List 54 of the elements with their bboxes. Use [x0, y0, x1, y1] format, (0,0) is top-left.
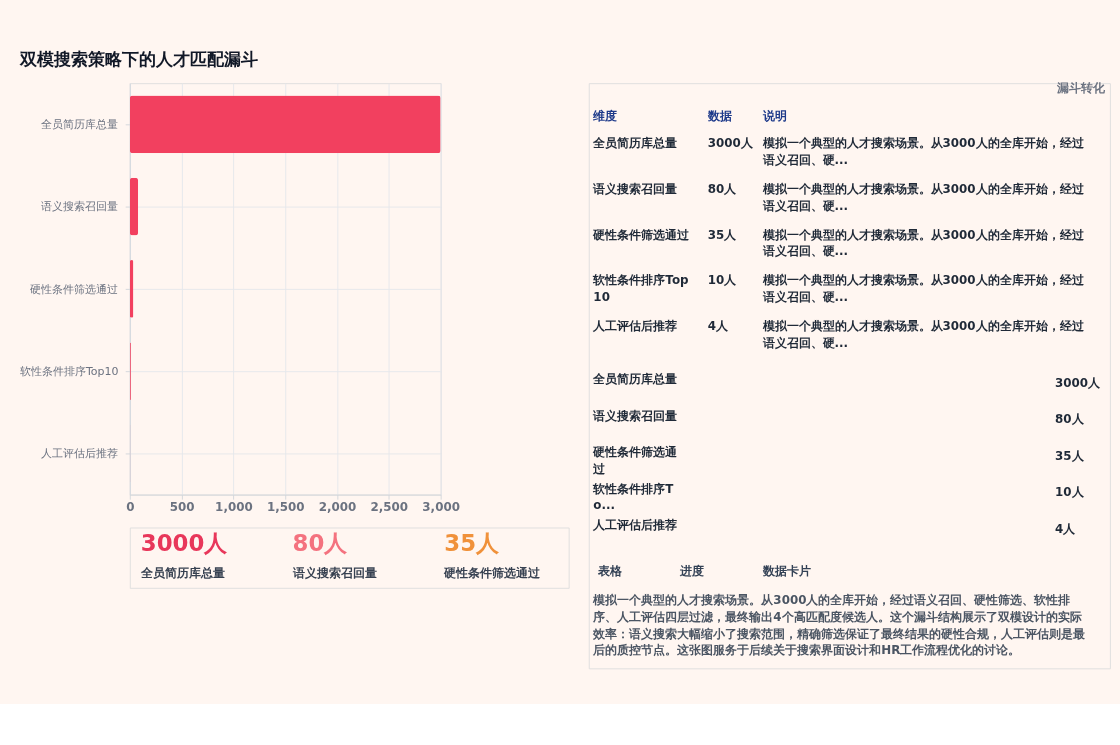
text: 35人 — [707, 227, 738, 242]
text: 人工评估后推荐 — [592, 518, 678, 533]
text: 80人 — [292, 530, 349, 557]
text: 3000人 — [140, 530, 229, 557]
x-tick-label: 1,500 — [266, 499, 305, 514]
text: 漏斗转化 — [1056, 81, 1107, 96]
x-tick-label: 3,000 — [422, 499, 460, 514]
text: 4人 — [1055, 522, 1077, 537]
text: 语义搜索召回量 — [592, 181, 678, 196]
chart-title: 双模搜索策略下的人才匹配漏斗 — [18, 48, 258, 69]
y-tick-label: 硬性条件筛选通过 — [30, 282, 119, 296]
x-tick-label: 1,000 — [215, 499, 253, 514]
x-tick-label: 2,500 — [370, 499, 409, 514]
y-tick-label: 人工评估后推荐 — [41, 447, 119, 461]
text: 软性条件排序Top10 — [592, 273, 689, 304]
x-tick-label: 0 — [126, 499, 135, 514]
text: 进度 — [679, 564, 705, 579]
text: 模拟一个典型的人才搜索场景。从3000人的全库开始，经过语义召回、硬... — [761, 227, 1085, 259]
x-tick-label: 2,000 — [318, 499, 357, 514]
text: 10人 — [1055, 485, 1085, 500]
text: 人工评估后推荐 — [592, 319, 678, 334]
text: 80人 — [1055, 412, 1085, 427]
text: 模拟一个典型的人才搜索场景。从3000人的全库开始，经过语义召回、硬... — [761, 273, 1085, 304]
text: 全员简历库总量 — [592, 372, 678, 387]
text: 模拟一个典型的人才搜索场景。从3000人的全库开始，经过语义召回、硬... — [761, 181, 1085, 213]
text: 语义搜索召回量 — [592, 408, 678, 423]
text: 表格 — [596, 564, 623, 579]
text: 数据卡片 — [761, 564, 811, 579]
text: 语义搜索召回量 — [291, 565, 377, 580]
text: 模拟一个典型的人才搜索场景。从3000人的全库开始，经过语义召回、硬性筛选、软性排序、人工评估四层过滤，最终输出4个高匹配度候选人。这个漏斗结构展示了双模设计的实际效率：语义搜索大幅缩小了搜索范围，精确筛选保证了最终结果的硬性合规，人工评估则是最后的质控节点。这张图服务于后续关于搜索界面设计和HR工作流程优化的讨论。 — [592, 593, 1086, 658]
text: 35人 — [444, 530, 501, 557]
y-tick-label: 全员简历库总量 — [41, 118, 119, 131]
bar — [129, 177, 139, 236]
text: 软性条件排序To... — [592, 481, 675, 513]
text: 硬性条件筛选通过 — [592, 445, 679, 476]
text: 维度 — [592, 108, 618, 123]
text: 3000人 — [707, 136, 754, 151]
text: 模拟一个典型的人才搜索场景。从3000人的全库开始，经过语义召回、硬... — [761, 319, 1085, 350]
text: 10人 — [707, 273, 738, 288]
text: 35人 — [1055, 448, 1085, 463]
text: 硬性条件筛选通过 — [443, 565, 542, 580]
text: 模拟一个典型的人才搜索场景。从3000人的全库开始，经过语义召回、硬... — [761, 136, 1085, 167]
y-tick-label: 语义搜索召回量 — [41, 200, 119, 214]
x-tick-label: 500 — [169, 499, 195, 514]
text: 4人 — [707, 319, 729, 334]
text: 3000人 — [1055, 375, 1102, 390]
text: 全员简历库总量 — [592, 136, 678, 151]
text: 说明 — [761, 108, 787, 123]
text: 全员简历库总量 — [139, 565, 225, 580]
text: 硬性条件筛选通过 — [592, 227, 691, 242]
bar — [129, 95, 441, 154]
text: 80人 — [707, 181, 738, 196]
text: 数据 — [706, 108, 732, 123]
y-tick-label: 软性条件排序Top10 — [19, 364, 119, 378]
